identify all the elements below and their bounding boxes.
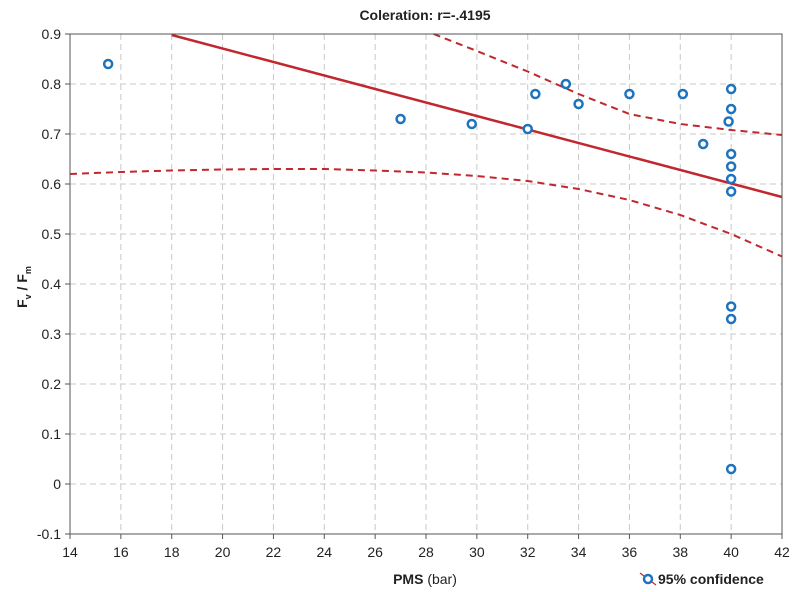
y-tick-label: 0.4 (42, 276, 62, 292)
y-axis-title-sub2: m (23, 266, 33, 274)
x-tick-labels: 14 16 18 20 22 24 26 28 30 32 34 36 38 40 42 (62, 534, 790, 560)
y-axis-title-sub1: v (23, 294, 33, 299)
data-point (697, 138, 709, 150)
x-tick-label: 16 (113, 544, 129, 560)
grid-lines (70, 34, 782, 534)
y-tick-label: 0.3 (42, 326, 62, 342)
data-point (725, 313, 737, 325)
legend: 95% confidence (639, 571, 764, 587)
regression-line-group (171, 33, 783, 199)
x-tick-label: 14 (62, 544, 78, 560)
y-axis-title-sep: / (14, 283, 30, 295)
y-tick-label: 0.1 (42, 426, 62, 442)
data-point (725, 463, 737, 475)
data-point (725, 301, 737, 312)
data-point (725, 173, 737, 185)
x-tick-label: 40 (723, 544, 739, 560)
legend-marker-icon (642, 573, 654, 585)
ci-upper-line (433, 33, 783, 136)
y-tick-label: 0.9 (42, 26, 62, 42)
y-axis-title: Fv / Fm (14, 266, 33, 308)
data-point (560, 78, 572, 90)
y-tick-label: 0.2 (42, 376, 62, 392)
data-point (725, 186, 737, 197)
y-tick-label: 0.6 (42, 176, 62, 192)
x-tick-label: 34 (571, 544, 587, 560)
x-tick-label: 22 (266, 544, 282, 560)
x-tick-label: 28 (418, 544, 434, 560)
x-axis-title-unit: (bar) (423, 571, 456, 587)
x-tick-label: 32 (520, 544, 536, 560)
x-tick-label: 18 (164, 544, 180, 560)
data-point (725, 83, 737, 95)
data-point (725, 148, 737, 160)
x-tick-label: 20 (215, 544, 231, 560)
ci-lower-line (69, 168, 783, 258)
data-point (677, 88, 689, 100)
data-point (624, 88, 635, 100)
y-tick-label: -0.1 (37, 526, 61, 542)
data-point (573, 98, 584, 110)
x-tick-label: 24 (316, 544, 332, 560)
legend-label: 95% confidence (658, 571, 764, 587)
x-tick-label: 30 (469, 544, 485, 560)
data-point (725, 103, 737, 115)
y-tick-label: 0.8 (42, 76, 62, 92)
y-axis-title-f1: F (14, 299, 30, 308)
data-point (530, 88, 541, 100)
data-point (102, 58, 114, 70)
y-tick-label: 0.5 (42, 226, 62, 242)
data-point (725, 161, 737, 172)
regression-line (171, 33, 783, 199)
x-axis-title-main: PMS (393, 571, 423, 587)
y-tick-labels: -0.1 0 0.1 0.2 0.3 0.4 0.5 0.6 0.7 0.8 0.9 (37, 26, 70, 542)
confidence-band (69, 33, 783, 258)
x-tick-label: 42 (774, 544, 790, 560)
data-point (466, 118, 478, 130)
y-tick-label: 0.7 (42, 126, 62, 142)
x-tick-label: 26 (367, 544, 383, 560)
data-point (395, 113, 406, 125)
y-tick-label: 0 (53, 476, 61, 492)
chart-title: Coleration: r=-.4195 (359, 7, 490, 23)
data-points (102, 58, 737, 475)
x-tick-label: 36 (622, 544, 638, 560)
y-axis-title-f2: F (14, 274, 30, 283)
data-point (723, 116, 734, 127)
x-axis-title: PMS (bar) (393, 571, 457, 587)
data-point (522, 123, 533, 135)
x-tick-label: 38 (672, 544, 688, 560)
